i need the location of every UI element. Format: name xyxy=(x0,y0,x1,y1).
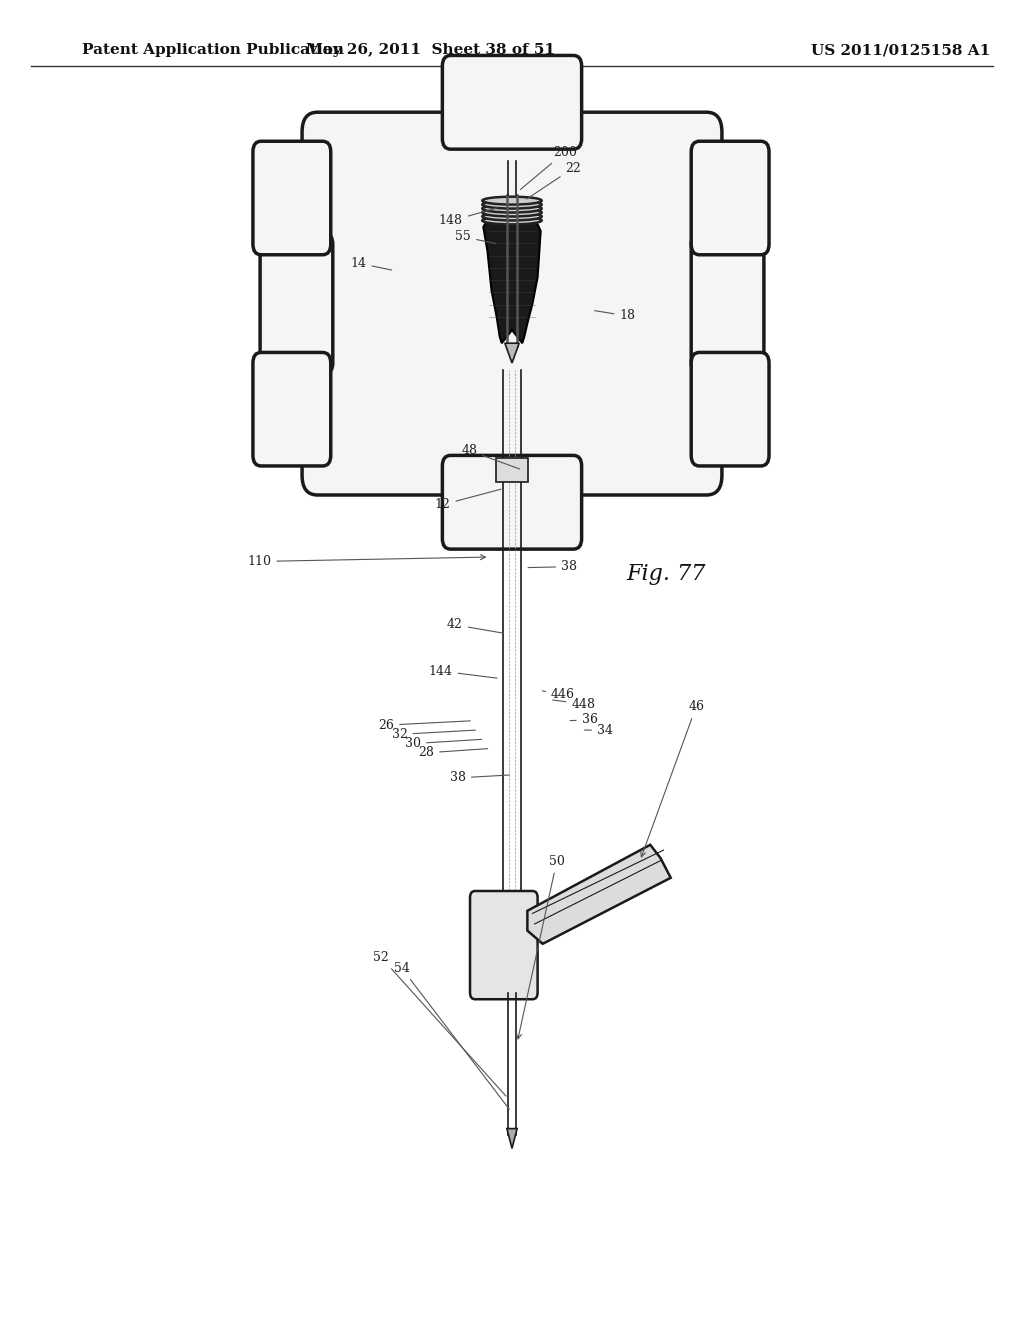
Text: 48: 48 xyxy=(461,444,519,469)
FancyBboxPatch shape xyxy=(691,352,769,466)
Text: 12: 12 xyxy=(434,490,501,511)
Text: 38: 38 xyxy=(450,771,509,784)
Ellipse shape xyxy=(482,197,542,205)
FancyBboxPatch shape xyxy=(691,234,764,374)
Text: 55: 55 xyxy=(456,230,496,244)
Text: 110: 110 xyxy=(248,554,485,568)
Text: 32: 32 xyxy=(391,727,475,741)
FancyBboxPatch shape xyxy=(470,891,538,999)
FancyBboxPatch shape xyxy=(496,458,528,482)
Text: 28: 28 xyxy=(418,746,487,759)
Text: 38: 38 xyxy=(528,560,578,573)
Text: US 2011/0125158 A1: US 2011/0125158 A1 xyxy=(811,44,991,57)
Text: 52: 52 xyxy=(374,950,506,1096)
Text: 50: 50 xyxy=(516,854,565,1039)
Polygon shape xyxy=(483,215,541,343)
Text: 22: 22 xyxy=(526,161,581,199)
FancyBboxPatch shape xyxy=(260,234,333,374)
Text: 148: 148 xyxy=(439,209,497,227)
Text: 26: 26 xyxy=(378,718,470,731)
FancyBboxPatch shape xyxy=(253,352,331,466)
FancyBboxPatch shape xyxy=(442,455,582,549)
FancyBboxPatch shape xyxy=(302,112,722,495)
Text: 42: 42 xyxy=(446,618,503,634)
Polygon shape xyxy=(527,845,671,944)
Ellipse shape xyxy=(482,201,542,209)
Text: 54: 54 xyxy=(393,961,509,1109)
FancyBboxPatch shape xyxy=(442,55,582,149)
FancyBboxPatch shape xyxy=(691,141,769,255)
Text: 446: 446 xyxy=(543,688,574,701)
Polygon shape xyxy=(507,1129,517,1148)
Ellipse shape xyxy=(482,209,542,216)
Text: 18: 18 xyxy=(595,309,636,322)
Ellipse shape xyxy=(482,213,542,220)
Text: 34: 34 xyxy=(585,723,613,737)
Ellipse shape xyxy=(482,205,542,213)
Polygon shape xyxy=(505,343,519,363)
Text: 200: 200 xyxy=(520,145,577,190)
Text: 30: 30 xyxy=(404,737,481,750)
Text: Fig. 77: Fig. 77 xyxy=(626,564,706,585)
Text: 144: 144 xyxy=(429,664,497,678)
Text: 448: 448 xyxy=(553,697,595,710)
Text: May 26, 2011  Sheet 38 of 51: May 26, 2011 Sheet 38 of 51 xyxy=(305,44,555,57)
Text: 14: 14 xyxy=(350,256,391,271)
Text: 46: 46 xyxy=(641,700,705,857)
Text: Patent Application Publication: Patent Application Publication xyxy=(82,44,344,57)
Ellipse shape xyxy=(482,216,542,224)
FancyBboxPatch shape xyxy=(253,141,331,255)
Text: 36: 36 xyxy=(570,713,598,726)
